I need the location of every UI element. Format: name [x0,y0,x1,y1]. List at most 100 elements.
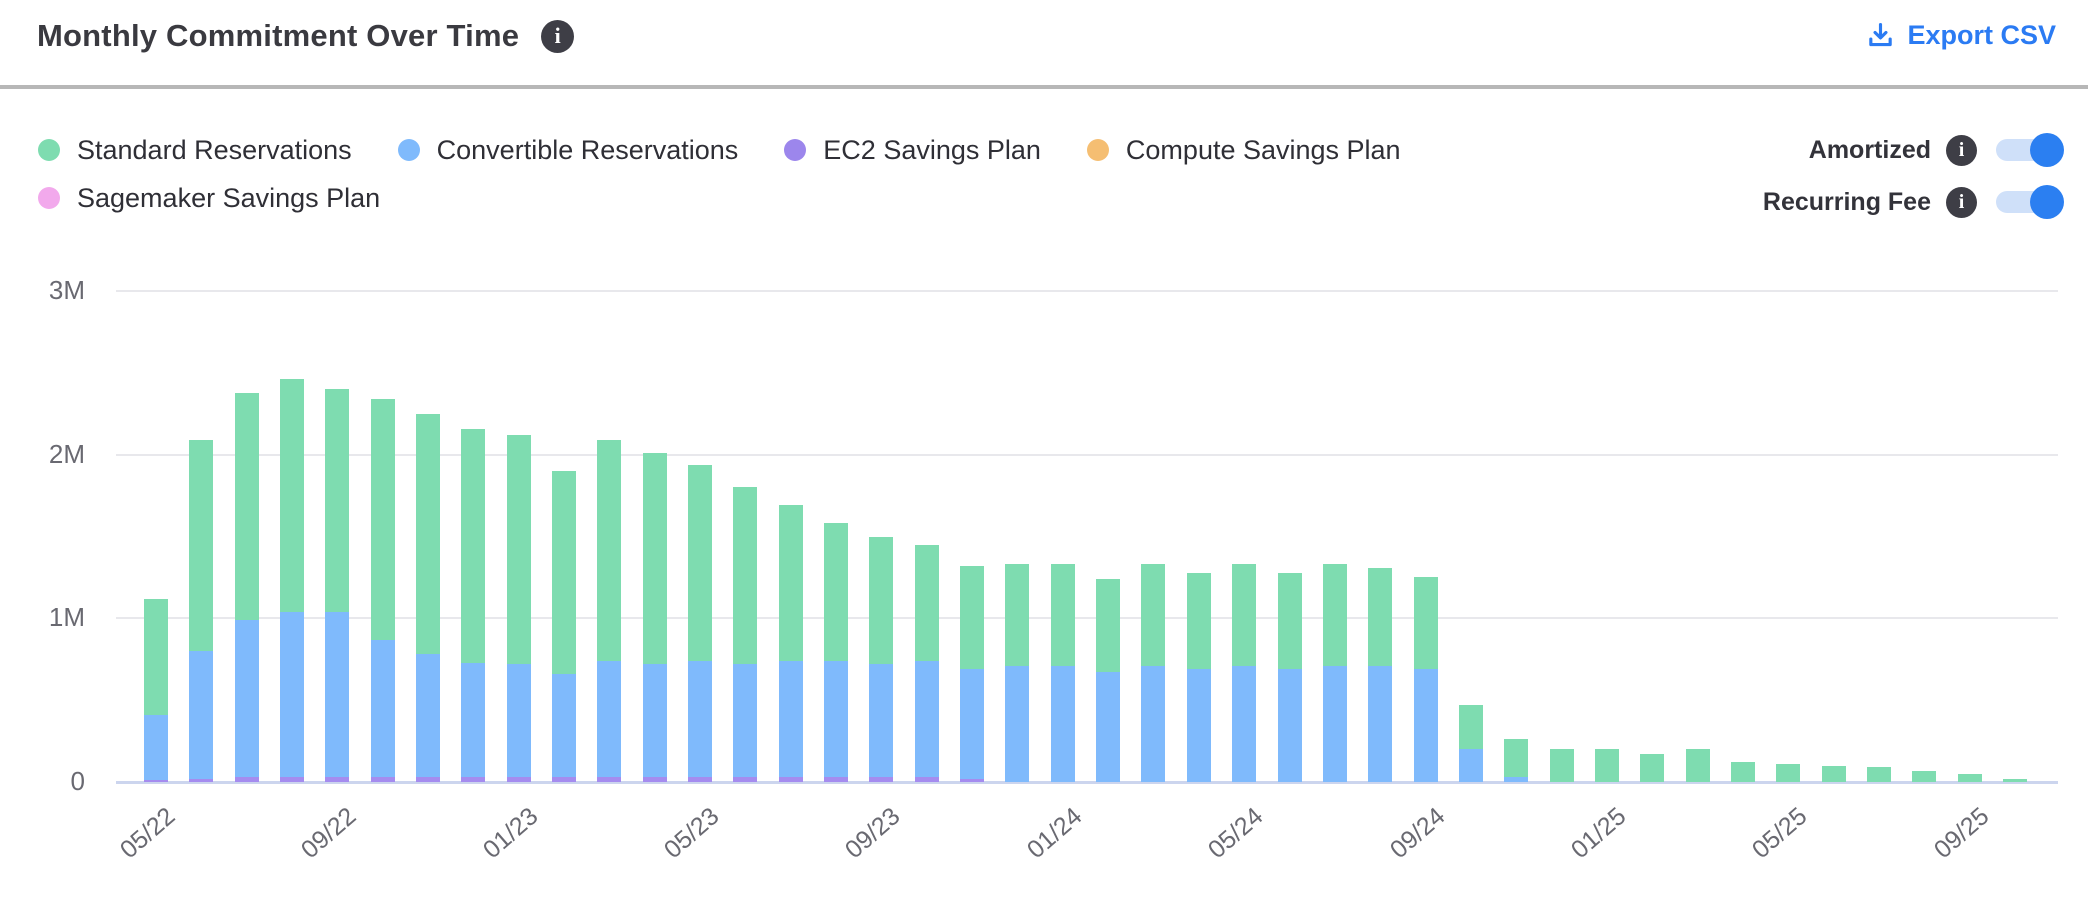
bar-08/24[interactable] [1368,567,1393,782]
bar-segment-standard [1005,564,1030,666]
bar-segment-standard [1458,705,1483,750]
bar-segment-standard [642,453,667,665]
bar-12/24[interactable] [1549,749,1574,782]
bar-10/22[interactable] [370,399,395,782]
toggle-knob [2030,185,2064,219]
bar-05/23[interactable] [688,464,713,782]
bar-05/24[interactable] [1232,564,1257,782]
bar-11/22[interactable] [416,413,441,782]
amortized-toggle[interactable] [1996,133,2064,167]
legend-item-sagemaker-savings-plan[interactable]: Sagemaker Savings Plan [38,183,380,214]
legend-dot-icon [38,139,60,161]
chart-header: Monthly Commitment Over Time i Export CS… [0,0,2088,86]
bar-03/25[interactable] [1685,749,1710,782]
bar-03/24[interactable] [1141,564,1166,782]
bar-segment-convertible [189,651,214,779]
bar-02/24[interactable] [1096,579,1121,782]
bar-10/23[interactable] [914,544,939,782]
recurring-fee-info-icon[interactable]: i [1946,186,1977,218]
bar-08/25[interactable] [1912,770,1937,782]
y-axis-label-0: 0 [70,766,85,796]
bar-07/25[interactable] [1866,767,1891,782]
recurring-fee-label: Recurring Fee [1762,187,1931,216]
bar-09/25[interactable] [1957,773,1982,782]
legend-item-ec2-savings-plan[interactable]: EC2 Savings Plan [784,135,1041,166]
bar-10/25[interactable] [2002,778,2027,782]
bar-08/22[interactable] [280,379,305,782]
gridline-2M [116,453,2058,456]
bar-segment-convertible [1368,665,1393,782]
bar-05/25[interactable] [1776,764,1801,782]
y-axis-label-3M: 3M [48,275,85,305]
bar-segment-standard [325,389,350,612]
bar-01/23[interactable] [506,435,531,782]
legend-item-convertible-reservations[interactable]: Convertible Reservations [397,135,738,166]
x-axis-label-05/24: 05/24 [1202,802,1269,865]
bar-segment-convertible [778,660,803,778]
bar-segment-convertible [1413,669,1438,782]
bar-12/22[interactable] [461,428,486,782]
bar-segment-standard [552,471,577,674]
bar-segment-standard [914,544,939,661]
bar-04/23[interactable] [642,453,667,782]
bar-segment-standard [1186,572,1211,670]
x-axis-label-05/25: 05/25 [1747,802,1813,865]
bar-02/25[interactable] [1640,754,1665,782]
bar-segment-convertible [280,611,305,778]
bar-segment-convertible [869,664,894,778]
bar-06/23[interactable] [733,487,758,782]
bar-09/24[interactable] [1413,577,1438,782]
bar-segment-convertible [688,660,713,778]
bar-segment-standard [1368,567,1393,666]
bar-06/24[interactable] [1277,572,1302,782]
bar-06/22[interactable] [189,439,214,782]
bar-04/24[interactable] [1186,572,1211,782]
bar-04/25[interactable] [1730,762,1755,782]
bar-segment-standard [189,439,214,652]
bar-06/25[interactable] [1821,765,1846,782]
bar-segment-standard [144,598,168,715]
download-icon [1866,21,1895,50]
bar-09/23[interactable] [869,536,894,782]
toggle-knob [2030,133,2064,167]
bar-segment-standard [960,565,985,670]
bar-07/22[interactable] [234,392,259,782]
bar-01/25[interactable] [1594,749,1619,782]
title-info-icon[interactable]: i [541,19,575,53]
y-axis-label-1M: 1M [48,602,85,633]
x-axis-label-09/24: 09/24 [1384,802,1450,865]
bar-segment-ec2 [733,777,758,782]
bar-12/23[interactable] [1005,564,1030,782]
bar-segment-convertible [1504,777,1529,782]
bar-segment-convertible [1232,665,1257,782]
bar-09/22[interactable] [325,389,350,782]
bar-segment-ec2 [960,778,985,782]
bar-05/22[interactable] [144,598,168,782]
export-csv-button[interactable]: Export CSV [1866,20,2056,51]
bar-segment-ec2 [914,777,939,782]
legend-item-standard-reservations[interactable]: Standard Reservations [38,135,352,166]
bar-segment-convertible [325,611,350,778]
bar-segment-convertible [234,619,259,778]
recurring-fee-toggle[interactable] [1996,185,2064,219]
amortized-info-icon[interactable]: i [1946,134,1977,166]
bar-07/23[interactable] [778,505,803,782]
bar-07/24[interactable] [1322,564,1347,782]
legend-dot-icon [1086,139,1109,161]
bar-10/24[interactable] [1458,705,1483,782]
bar-02/23[interactable] [552,471,577,782]
bar-11/23[interactable] [960,565,985,782]
bar-segment-convertible [642,664,667,778]
bar-segment-standard [1096,579,1121,673]
bar-01/24[interactable] [1050,564,1075,782]
bar-08/23[interactable] [824,523,849,782]
y-axis-label-2M: 2M [48,438,85,469]
bar-segment-convertible [144,714,168,781]
bar-03/23[interactable] [597,439,622,782]
legend-item-compute-savings-plan[interactable]: Compute Savings Plan [1086,135,1401,166]
bar-segment-ec2 [416,777,441,782]
bar-11/24[interactable] [1504,739,1529,782]
plot-area: 0 1M 2M 3M 05/22 09/22 01/23 05/23 09/23 01/24 05/… [49,275,2058,864]
bar-segment-ec2 [370,777,395,782]
x-axis-label-05/23: 05/23 [658,802,725,865]
